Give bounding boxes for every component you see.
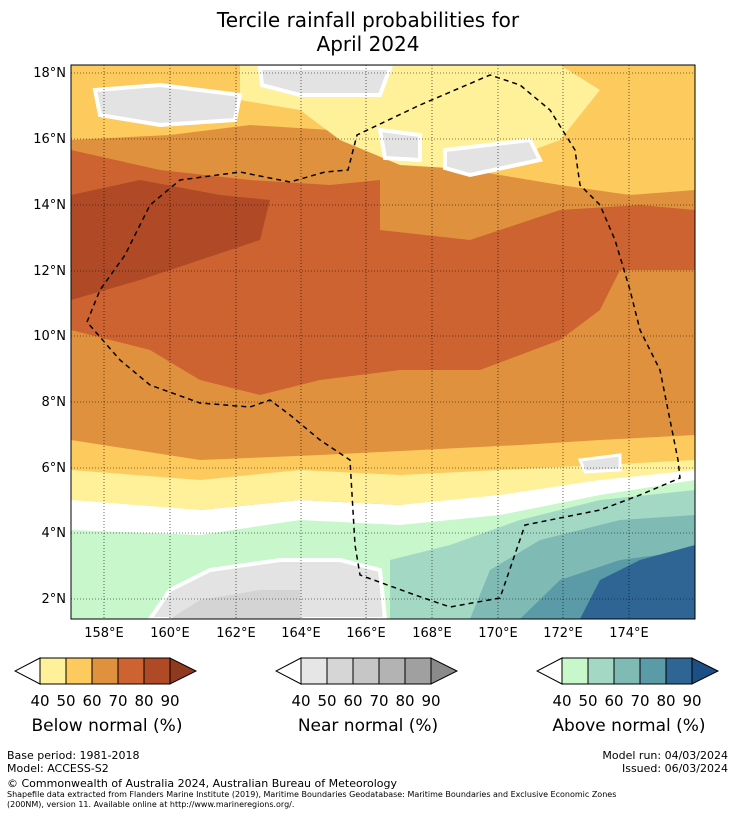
colorbar-swatch — [613, 657, 641, 685]
lon-label: 168°E — [412, 626, 452, 641]
colorbar-swatch — [587, 657, 615, 685]
colorbar-tick-label: 70 — [108, 692, 128, 710]
shapefile-credit-2: (200NM), version 11. Available online at… — [7, 800, 295, 809]
colorbar-swatch — [404, 657, 432, 685]
colorbar-tick-label: 40 — [30, 692, 50, 710]
colorbar-tick-label: 40 — [552, 692, 572, 710]
colorbar-near-normal — [275, 657, 459, 685]
lon-label: 166°E — [346, 626, 386, 641]
lon-label: 162°E — [216, 626, 256, 641]
colorbar-swatch — [561, 657, 589, 685]
shapefile-credit-1: Shapefile data extracted from Flanders M… — [7, 790, 617, 799]
colorbar-tick-label: 40 — [291, 692, 311, 710]
colorbar-swatch — [639, 657, 667, 685]
colorbar-swatch — [352, 657, 380, 685]
colorbar-above-normal — [536, 657, 720, 685]
lat-label: 10°N — [33, 329, 66, 344]
field-near-40-north3 — [443, 137, 543, 178]
field-above-80 — [580, 545, 695, 619]
field-below-40-south — [71, 460, 695, 520]
colorbar-swatch — [143, 657, 171, 685]
map-frame — [70, 64, 696, 620]
field-near-40-north — [92, 82, 243, 128]
field-no-dominant — [71, 470, 695, 545]
colorbar-swatch — [117, 657, 145, 685]
colorbar-swatch — [91, 657, 119, 685]
colorbar-below-normal — [14, 657, 198, 685]
field-near-40-north4 — [377, 127, 422, 163]
colorbar-extend-high — [691, 657, 720, 685]
colorbar-swatch — [326, 657, 354, 685]
issued-date: Issued: 06/03/2024 — [621, 762, 728, 775]
map-title-line2: April 2024 — [316, 32, 420, 56]
lat-label: 14°N — [33, 198, 66, 213]
colorbar-extend-low — [536, 657, 563, 685]
colorbar-swatch — [665, 657, 693, 685]
colorbar-tick-label: 80 — [656, 692, 676, 710]
colorbar-tick-label: 90 — [421, 692, 441, 710]
colorbar-tick-label: 60 — [343, 692, 363, 710]
colorbar-tick-label: 90 — [682, 692, 702, 710]
colorbar-swatch — [65, 657, 93, 685]
legend-title-above: Above normal (%) — [552, 716, 706, 736]
lat-label: 12°N — [33, 264, 66, 279]
colorbar-swatch — [39, 657, 67, 685]
model-run: Model run: 04/03/2024 — [602, 749, 728, 762]
colorbar-extend-low — [275, 657, 302, 685]
lat-label: 18°N — [33, 66, 66, 81]
colorbar-tick-label: 50 — [56, 692, 76, 710]
lat-label: 16°N — [33, 132, 66, 147]
colorbar-tick-label: 90 — [160, 692, 180, 710]
lon-label: 172°E — [543, 626, 583, 641]
colorbar-extend-low — [14, 657, 41, 685]
colorbar-tick-label: 50 — [578, 692, 598, 710]
colorbar-swatch — [378, 657, 406, 685]
legend-title-near: Near normal (%) — [297, 716, 439, 736]
lat-label: 8°N — [41, 395, 67, 410]
colorbar-tick-label: 80 — [134, 692, 154, 710]
model-name: Model: ACCESS-S2 — [7, 762, 109, 775]
legend-title-below: Below normal (%) — [31, 716, 183, 736]
lat-label: 4°N — [41, 526, 67, 541]
probability-fields — [71, 65, 695, 619]
copyright: © Commonwealth of Australia 2024, Austra… — [7, 777, 397, 790]
lon-label: 158°E — [84, 626, 124, 641]
lon-label: 164°E — [281, 626, 321, 641]
lon-label: 174°E — [609, 626, 649, 641]
colorbar-extend-high — [430, 657, 459, 685]
lon-label: 160°E — [150, 626, 190, 641]
base-period: Base period: 1981-2018 — [7, 749, 140, 762]
colorbar-extend-high — [169, 657, 198, 685]
eez-boundary — [86, 74, 681, 608]
colorbar-tick-label: 60 — [82, 692, 102, 710]
colorbar-tick-label: 50 — [317, 692, 337, 710]
colorbar-tick-label: 60 — [604, 692, 624, 710]
colorbar-swatch — [300, 657, 328, 685]
field-near-50-south — [170, 590, 300, 619]
lon-label: 170°E — [478, 626, 518, 641]
rainfall-probability-map — [70, 64, 696, 620]
lat-label: 2°N — [41, 592, 67, 607]
lat-label: 6°N — [41, 461, 67, 476]
field-near-40-north2 — [257, 66, 393, 97]
colorbar-tick-label: 70 — [630, 692, 650, 710]
colorbar-tick-label: 70 — [369, 692, 389, 710]
field-below-80 — [71, 180, 270, 300]
colorbar-tick-label: 80 — [395, 692, 415, 710]
map-title-line1: Tercile rainfall probabilities for — [216, 8, 520, 32]
